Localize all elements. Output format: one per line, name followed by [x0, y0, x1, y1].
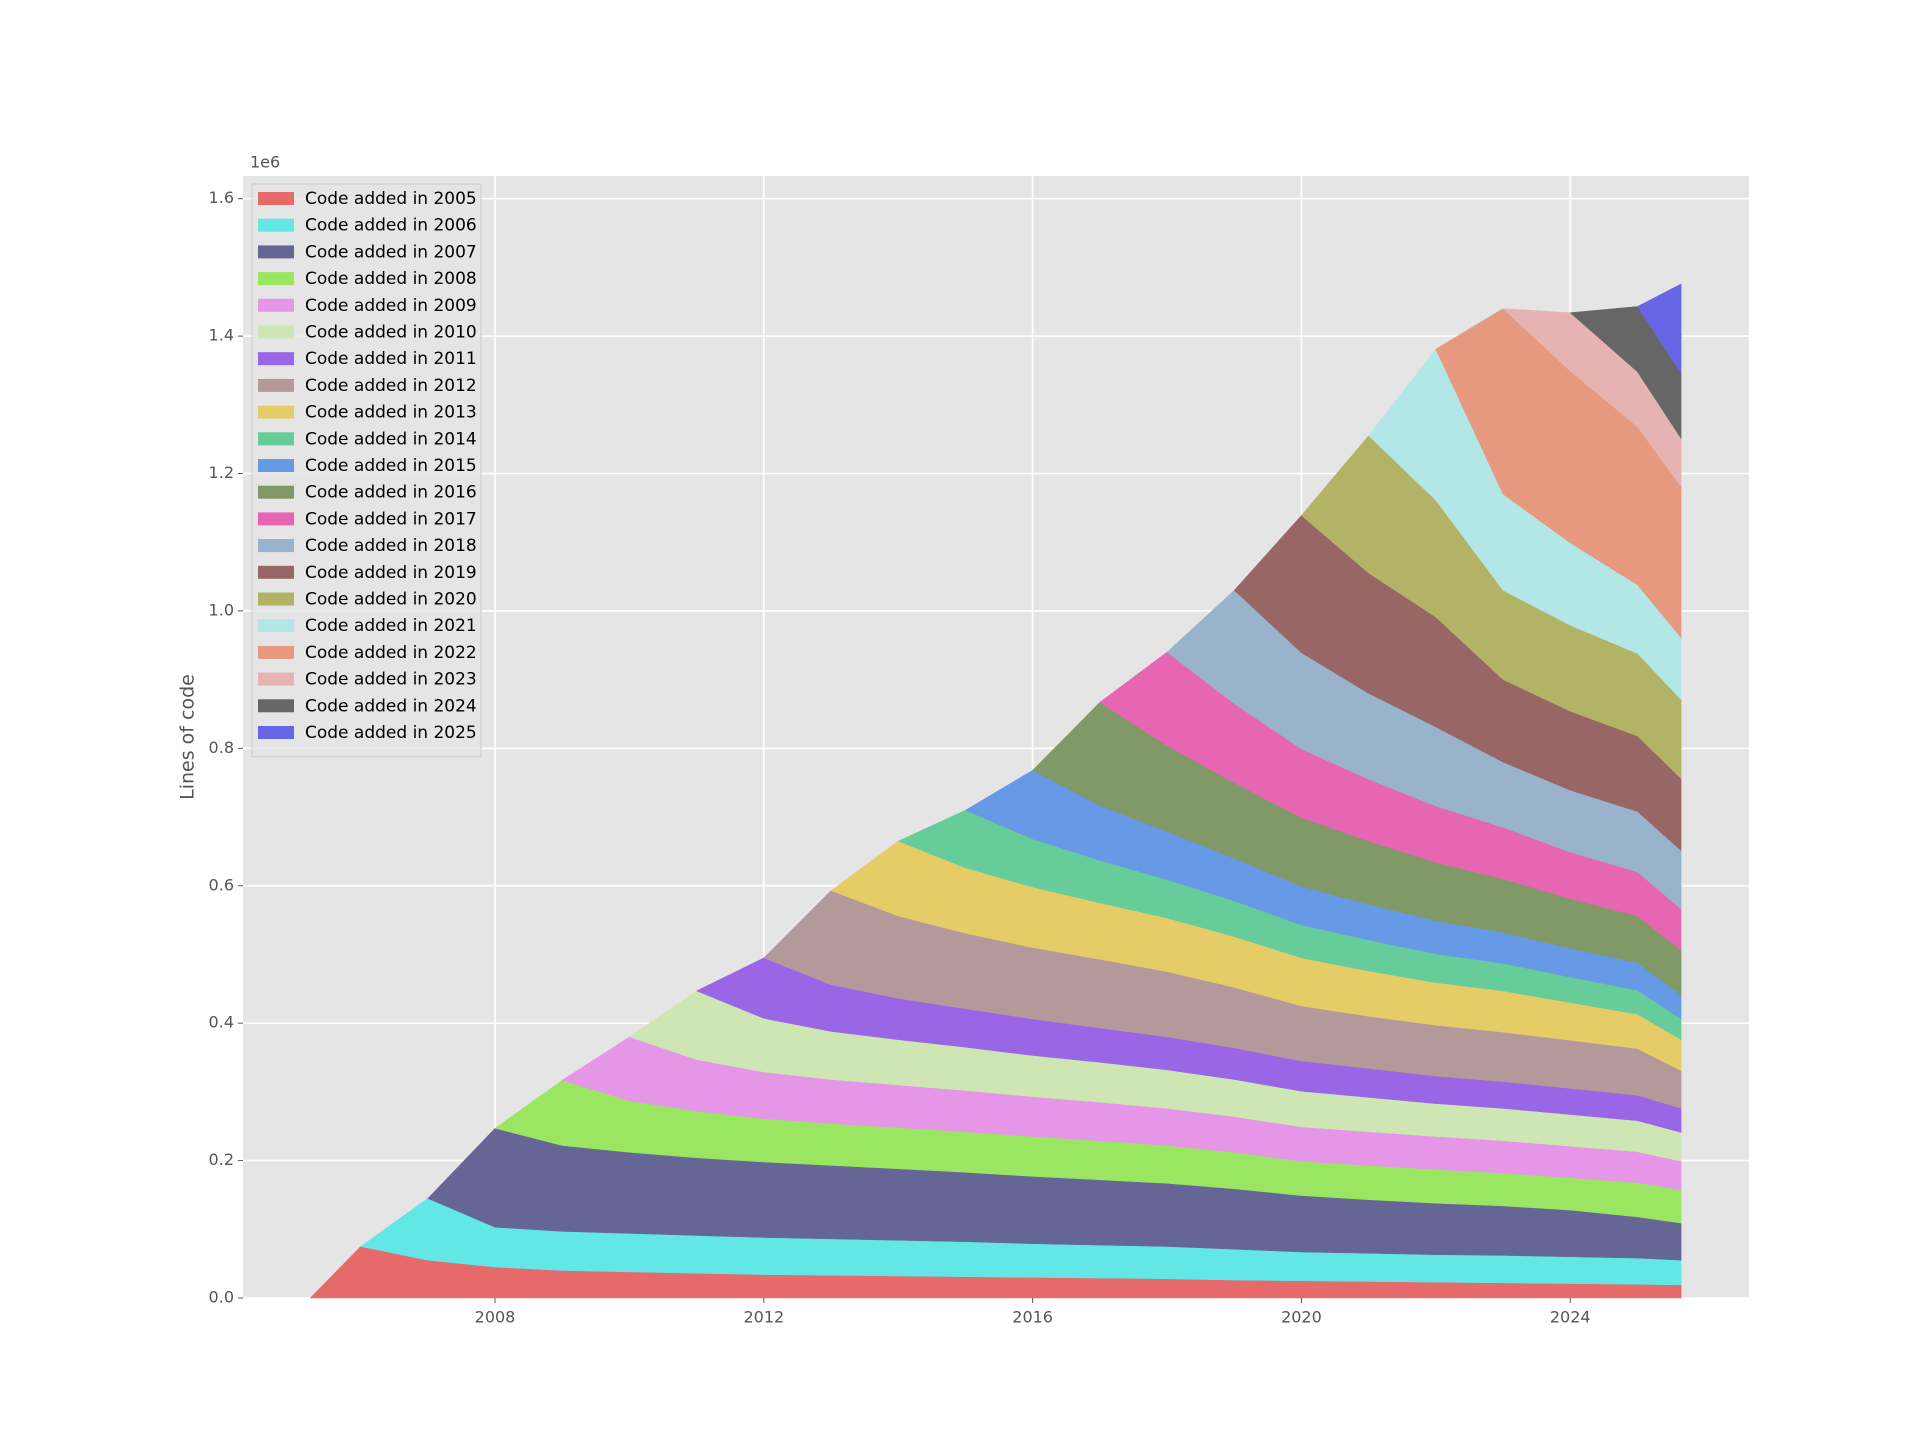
legend-swatch: [258, 539, 294, 553]
legend-swatch: [258, 619, 294, 633]
legend-label: Code added in 2020: [305, 590, 477, 610]
y-tick-label: 1.6: [209, 188, 234, 207]
legend-label: Code added in 2017: [305, 509, 477, 529]
y-tick-label: 0.8: [209, 738, 234, 757]
legend-swatch: [258, 245, 294, 259]
legend-label: Code added in 2015: [305, 456, 477, 476]
legend-label: Code added in 2005: [305, 189, 477, 209]
legend-label: Code added in 2009: [305, 296, 477, 316]
y-offset-label: 1e6: [250, 153, 280, 172]
legend-label: Code added in 2010: [305, 323, 477, 343]
legend-swatch: [258, 459, 294, 472]
y-axis-label: Lines of code: [177, 674, 199, 800]
x-tick-label: 2024: [1550, 1308, 1591, 1327]
legend-swatch: [258, 512, 294, 526]
legend-label: Code added in 2007: [305, 242, 477, 262]
legend-swatch: [258, 645, 294, 659]
legend-label: Code added in 2025: [305, 723, 477, 743]
legend-label: Code added in 2013: [305, 403, 477, 423]
legend-label: Code added in 2023: [305, 670, 477, 690]
y-tick-label: 1.2: [209, 463, 234, 482]
legend-label: Code added in 2011: [305, 349, 477, 369]
y-tick-label: 0.2: [209, 1150, 234, 1169]
legend-swatch: [258, 405, 294, 419]
legend-label: Code added in 2024: [305, 696, 477, 716]
legend-swatch: [258, 325, 294, 339]
legend-swatch: [258, 432, 294, 446]
legend-swatch: [258, 485, 294, 499]
area: [1637, 283, 1682, 375]
y-tick-label: 0.0: [209, 1288, 234, 1307]
legend-swatch: [258, 272, 294, 286]
legend-label: Code added in 2022: [305, 643, 477, 663]
legend-swatch: [258, 378, 294, 392]
legend-label: Code added in 2018: [305, 536, 477, 556]
legend-swatch: [258, 298, 294, 312]
x-tick-label: 2012: [743, 1308, 784, 1327]
legend-swatch: [258, 672, 294, 686]
x-tick-label: 2008: [475, 1308, 516, 1327]
y-tick-label: 0.6: [209, 875, 234, 894]
legend-swatch: [258, 726, 294, 739]
legend-label: Code added in 2012: [305, 376, 477, 396]
y-tick-label: 1.4: [209, 326, 234, 345]
legend-swatch: [258, 218, 294, 232]
y-tick-label: 0.4: [209, 1013, 234, 1032]
legend-swatch: [258, 699, 294, 713]
legend-swatch: [258, 592, 294, 606]
x-tick-label: 2016: [1012, 1308, 1053, 1327]
legend-label: Code added in 2021: [305, 616, 477, 636]
legend-label: Code added in 2016: [305, 483, 477, 503]
legend-swatch: [258, 192, 294, 205]
legend-label: Code added in 2014: [305, 429, 477, 449]
legend-swatch: [258, 352, 294, 366]
legend-label: Code added in 2019: [305, 563, 477, 583]
legend-label: Code added in 2006: [305, 216, 477, 236]
legend-label: Code added in 2008: [305, 269, 477, 289]
legend-swatch: [258, 565, 294, 579]
y-tick-label: 1.0: [209, 600, 234, 619]
area: [1569, 306, 1682, 440]
x-tick-label: 2020: [1281, 1308, 1322, 1327]
